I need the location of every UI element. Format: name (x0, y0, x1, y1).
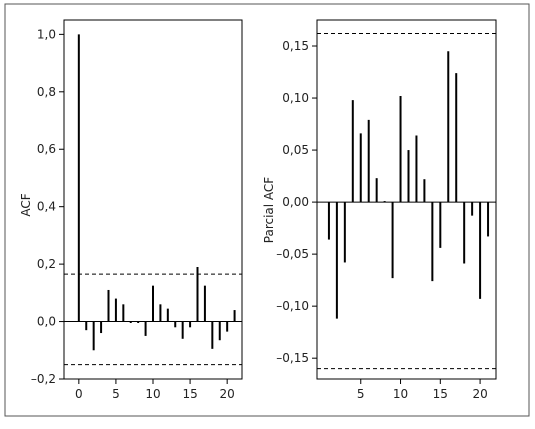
pacf-x-tick-label: 5 (357, 387, 365, 401)
pacf-y-tick-label: 0,15 (282, 39, 309, 53)
pacf-x-tick-label: 20 (472, 387, 487, 401)
acf-x-tick-label: 5 (112, 387, 120, 401)
acf-y-tick-label: 0,8 (37, 85, 56, 99)
pacf-x-tick-label: 15 (433, 387, 448, 401)
acf-plot-frame (63, 19, 243, 380)
acf-y-tick-label: 0,4 (37, 200, 56, 214)
acf-y-axis-label: ACF (19, 193, 33, 216)
acf-x-tick-label: 0 (75, 387, 83, 401)
pacf-y-tick-label: –0,15 (276, 351, 309, 365)
pacf-y-tick-label: 0,10 (282, 91, 309, 105)
acf-x-tick-label: 15 (182, 387, 197, 401)
acf-y-tick-label: 1,0 (37, 27, 56, 41)
pacf-panel: Parcial ACF 0,15 0,10 0,05 0,00 –0,05 –0,10 –0… (262, 19, 497, 401)
pacf-y-axis-label: Parcial ACF (262, 177, 276, 244)
pacf-x-tick-label: 10 (393, 387, 408, 401)
acf-x-tick-label: 10 (145, 387, 160, 401)
acf-y-tick-label: –0,2 (31, 372, 56, 386)
acf-y-tick-label: 0,0 (37, 315, 56, 329)
acf-y-tick-label: 0,6 (37, 142, 56, 156)
pacf-y-tick-label: 0,00 (282, 195, 309, 209)
acf-y-tick-label: 0,2 (37, 257, 56, 271)
pacf-y-tick-label: –0,05 (276, 247, 309, 261)
acf-x-tick-label: 20 (220, 387, 235, 401)
pacf-y-tick-label: 0,05 (282, 143, 309, 157)
pacf-y-tick-label: –0,10 (276, 299, 309, 313)
acf-panel: ACF 1,0 0,8 0,6 0,4 0,2 0,0 –0,2 0 5 10 15 20 (19, 19, 243, 401)
pacf-plot-frame (316, 19, 497, 380)
